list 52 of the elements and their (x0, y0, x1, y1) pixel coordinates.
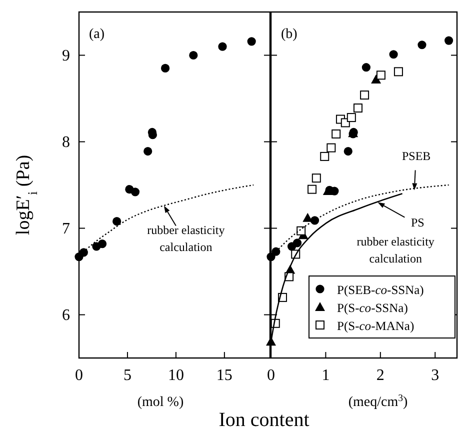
x-tick-label: 2 (376, 367, 384, 384)
y-tick-label: 8 (62, 134, 70, 151)
point (98, 240, 107, 248)
y-tick-label: 9 (62, 47, 70, 64)
point (292, 238, 302, 248)
text: Ion content (218, 409, 310, 431)
x-tick-label: 15 (216, 367, 232, 384)
point (266, 252, 276, 262)
point (296, 226, 306, 236)
point (312, 174, 321, 183)
x-tick-label: 3 (431, 367, 440, 384)
point (160, 64, 170, 73)
point (376, 70, 386, 80)
annotation: PSEB (402, 149, 431, 164)
point (353, 104, 362, 113)
point (394, 67, 403, 76)
x-tick-label: 0 (267, 367, 275, 384)
x-axis-title: (meq/cm$^{3}$) (348, 392, 408, 410)
annotation: PS (410, 215, 424, 230)
point (79, 248, 88, 257)
point (247, 37, 256, 46)
point (389, 50, 398, 59)
legend-label: P(S-co-MANa) (337, 319, 414, 333)
x-tick-label: 1 (322, 367, 330, 384)
annotation: rubber elasticity calculation (147, 222, 225, 254)
x-tick-label: 10 (168, 367, 184, 384)
point (346, 113, 356, 122)
point (344, 146, 352, 156)
point (308, 184, 317, 194)
x-tick-label: 0 (75, 367, 83, 384)
point (322, 186, 333, 196)
x-tick-label: 5 (123, 367, 132, 384)
point (360, 90, 370, 100)
point (144, 146, 152, 156)
y-tick-label: 6 (62, 306, 70, 324)
point (444, 36, 454, 45)
point (332, 129, 341, 138)
legend-label: P(S-co-SSNa) (337, 301, 408, 315)
x-axis-title: (mol %) (137, 395, 184, 410)
point (218, 42, 227, 51)
point (326, 143, 336, 152)
point (362, 63, 370, 72)
legend-label: P(SEB-co-SSNa) (337, 283, 424, 297)
y-tick-label: 7 (62, 220, 70, 238)
text: (b) (281, 27, 298, 42)
point (418, 40, 426, 50)
text: (a) (89, 27, 105, 42)
point (320, 152, 330, 161)
point (130, 188, 140, 196)
point (189, 50, 198, 60)
point (112, 217, 122, 226)
annotation: rubber elasticity calculation (356, 234, 434, 266)
